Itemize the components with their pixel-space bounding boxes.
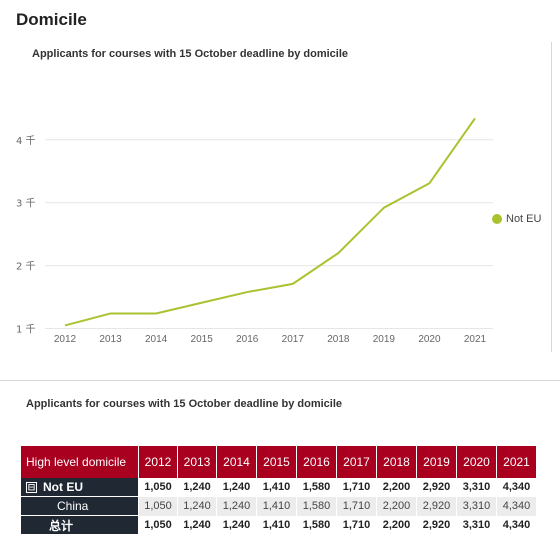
header-domicile[interactable]: High level domicile: [21, 446, 139, 478]
x-tick-label: 2014: [145, 334, 168, 345]
chart-title: Applicants for courses with 15 October d…: [32, 48, 349, 60]
table-cell: 2,920: [416, 515, 457, 535]
x-tick-label: 2012: [54, 334, 77, 345]
x-tick-label: 2018: [327, 334, 350, 345]
header-year[interactable]: 2012: [138, 446, 178, 478]
table-row: 总计 1,050 1,240 1,240 1,410 1,580 1,710 2,200 2,9…: [21, 515, 537, 535]
y-tick-label: 2 千: [16, 261, 36, 273]
table-cell: 1,580: [296, 478, 337, 497]
table-cell: 1,050: [138, 496, 178, 516]
header-year[interactable]: 2017: [336, 446, 377, 478]
table-cell: 1,050: [138, 515, 178, 535]
y-tick-label: 4 千: [16, 135, 36, 147]
x-tick-label: 2013: [99, 334, 122, 345]
table-cell: 1,240: [216, 478, 257, 497]
table-cell: 1,710: [336, 515, 377, 535]
data-point[interactable]: [425, 179, 433, 187]
line-chart: 1 千 2 千 3 千 4 千 2012 2013 2014 2015 2016 2017 2018…: [16, 114, 493, 345]
collapse-icon[interactable]: ⊟: [26, 482, 37, 494]
table-cell: 1,580: [296, 496, 337, 516]
y-tick-label: 1 千: [16, 324, 36, 336]
row-label: Not EU: [43, 480, 83, 494]
data-table: High level domicile 2012 2013 2014 2015 …: [21, 446, 537, 535]
chart-divider: [551, 42, 552, 352]
table-row: ⊟ Not EU 1,050 1,240 1,240 1,410 1,580 1,710 2,2…: [21, 478, 537, 497]
table-cell: 4,340: [496, 496, 537, 516]
table-cell: 1,710: [336, 496, 377, 516]
data-point[interactable]: [334, 249, 342, 257]
table-cell: 2,200: [376, 515, 417, 535]
table-cell: 4,340: [496, 515, 537, 535]
x-tick-label: 2017: [282, 334, 305, 345]
table-cell: 1,410: [256, 515, 297, 535]
row-header[interactable]: 总计: [21, 515, 139, 535]
x-tick-label: 2015: [191, 334, 214, 345]
table-cell: 3,310: [456, 478, 497, 497]
row-label: 总计: [49, 518, 74, 533]
row-header[interactable]: China: [21, 496, 139, 516]
x-tick-label: 2020: [418, 334, 441, 345]
table-cell: 1,240: [177, 478, 217, 497]
table-cell: 2,200: [376, 496, 417, 516]
x-tick-label: 2019: [373, 334, 396, 345]
header-year[interactable]: 2021: [496, 446, 537, 478]
data-point[interactable]: [107, 309, 115, 317]
legend-label: Not EU: [506, 213, 542, 225]
series-line[interactable]: [64, 117, 476, 327]
y-tick-label: 3 千: [16, 198, 36, 210]
data-point[interactable]: [61, 321, 69, 329]
table-cell: 1,240: [177, 496, 217, 516]
table-title: Applicants for courses with 15 October d…: [26, 398, 343, 410]
header-year[interactable]: 2014: [216, 446, 257, 478]
table-cell: 3,310: [456, 496, 497, 516]
chart-legend[interactable]: Not EU: [492, 213, 541, 225]
table-cell: 1,710: [336, 478, 377, 497]
table-cell: 1,580: [296, 515, 337, 535]
header-year[interactable]: 2015: [256, 446, 297, 478]
table-row: China 1,050 1,240 1,240 1,410 1,580 1,710 2,200…: [21, 496, 537, 516]
table-cell: 2,920: [416, 496, 457, 516]
table-cell: 2,200: [376, 478, 417, 497]
table-cell: 2,920: [416, 478, 457, 497]
row-header[interactable]: ⊟ Not EU: [21, 478, 139, 497]
header-year[interactable]: 2020: [456, 446, 497, 478]
header-year[interactable]: 2013: [177, 446, 217, 478]
row-label: China: [57, 499, 89, 513]
data-point[interactable]: [289, 280, 297, 288]
table-cell: 1,240: [216, 496, 257, 516]
x-tick-label: 2021: [464, 334, 487, 345]
legend-dot-icon: [492, 214, 502, 224]
header-year[interactable]: 2019: [416, 446, 457, 478]
section-divider: [0, 380, 560, 381]
table-cell: 4,340: [496, 478, 537, 497]
table-cell: 1,410: [256, 496, 297, 516]
table-cell: 3,310: [456, 515, 497, 535]
page-title: Domicile: [16, 10, 87, 29]
x-tick-label: 2016: [236, 334, 259, 345]
table-cell: 1,240: [177, 515, 217, 535]
table-cell: 1,410: [256, 478, 297, 497]
data-point[interactable]: [471, 114, 479, 122]
data-point[interactable]: [243, 288, 251, 296]
header-year[interactable]: 2018: [376, 446, 417, 478]
header-year[interactable]: 2016: [296, 446, 337, 478]
table-cell: 1,050: [138, 478, 178, 497]
table-header-row: High level domicile 2012 2013 2014 2015 …: [21, 446, 537, 478]
data-point[interactable]: [198, 299, 206, 307]
data-point[interactable]: [152, 309, 160, 317]
table-cell: 1,240: [216, 515, 257, 535]
data-point[interactable]: [380, 204, 388, 212]
